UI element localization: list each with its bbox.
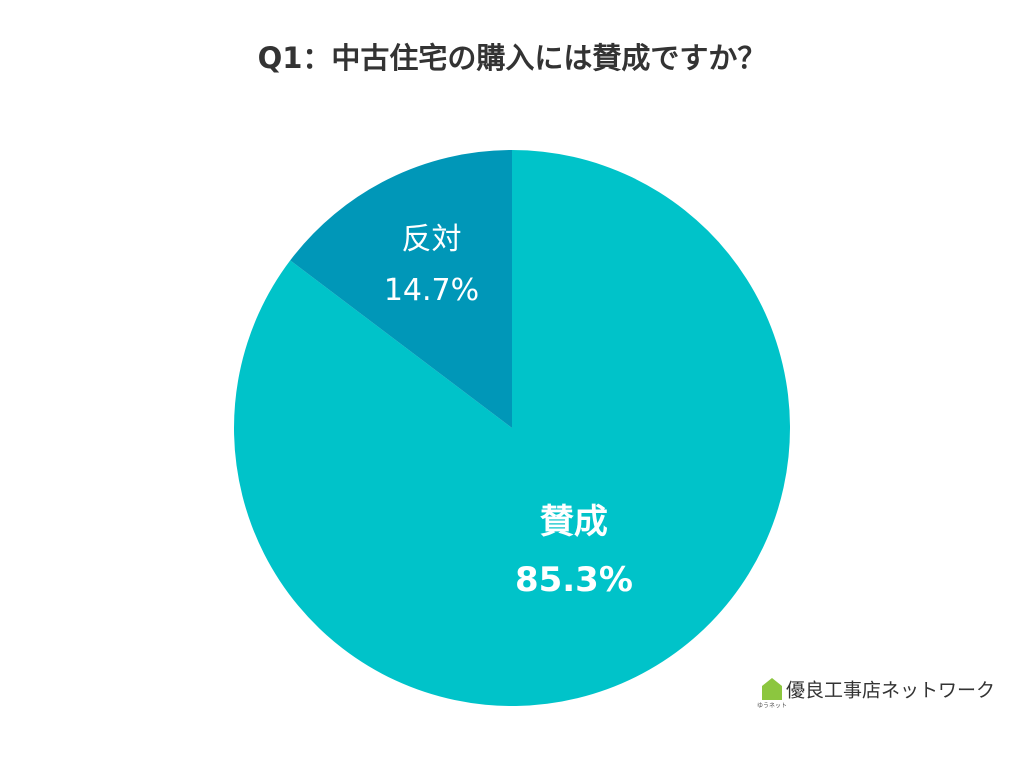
slice-value-label: 85.3% [515,560,633,600]
logo-sub: ゆうネット [757,703,787,710]
logo-text: 優良工事店ネットワーク [786,680,995,702]
logo-icon [762,678,782,700]
pie-slice [290,150,512,428]
logo: ゆうネット 優良工事店ネットワーク [757,678,995,710]
slice-label: 賛成 [540,502,608,542]
slice-label: 反対 [401,222,461,257]
slice-value-label: 14.7% [384,273,479,308]
chart-title: Q1：中古住宅の購入には賛成ですか？ [258,41,767,75]
pie-slice [233,150,791,707]
